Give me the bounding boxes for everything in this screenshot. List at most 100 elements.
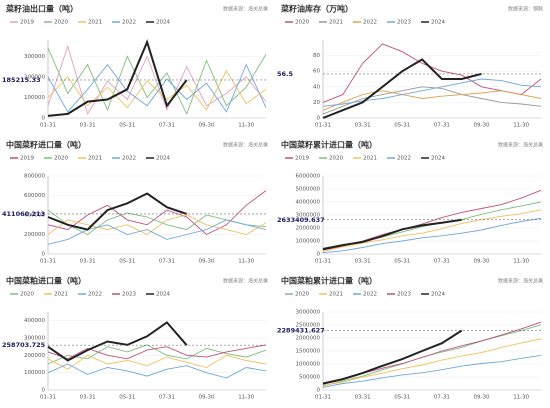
series-line bbox=[322, 43, 542, 103]
y-tick-label: 0 bbox=[42, 388, 46, 394]
x-tick-label: 07-31 bbox=[434, 123, 450, 129]
chart-panel: 中国菜粕累计进口量（吨） 数据来源：海关总署 2020 2021 2022 2023 202… bbox=[277, 276, 543, 401]
series-line bbox=[47, 39, 188, 117]
x-tick-label: 03-31 bbox=[80, 123, 96, 129]
legend-label: 2021 bbox=[363, 156, 377, 162]
y-tick-label: 3000000 bbox=[296, 213, 321, 219]
series-line bbox=[322, 78, 542, 107]
chart-title: 菜籽油库存（万吨） bbox=[280, 4, 353, 14]
x-tick-label: 11-30 bbox=[238, 259, 254, 265]
highlight-label: 2633409.637 bbox=[277, 216, 325, 224]
x-tick-label: 01-31 bbox=[40, 259, 56, 265]
x-tick-label: 07-31 bbox=[434, 395, 450, 401]
series-line bbox=[47, 214, 267, 236]
source: 数据来源：海关总署 bbox=[223, 278, 268, 285]
chart-title: 中国菜粕累计进口量（吨） bbox=[281, 276, 377, 286]
legend-label: 2019 bbox=[20, 156, 34, 162]
x-tick-label: 05-31 bbox=[119, 259, 135, 265]
legend-label: 2024 bbox=[156, 156, 170, 162]
legend-label: 2022 bbox=[122, 156, 136, 162]
series-line bbox=[322, 354, 542, 388]
legend-label: 2021 bbox=[88, 20, 102, 26]
series-line bbox=[47, 363, 267, 379]
y-tick-label: 500000 bbox=[299, 375, 320, 381]
x-tick-label: 11-30 bbox=[513, 259, 529, 265]
x-tick-label: 01-31 bbox=[40, 395, 56, 401]
y-tick-label: 3000000 bbox=[296, 310, 321, 316]
chart-title: 中国菜粕进口量（吨） bbox=[6, 276, 86, 286]
series-line bbox=[47, 63, 267, 113]
x-tick-label: 09-30 bbox=[199, 395, 215, 401]
x-tick-label: 01-31 bbox=[315, 259, 331, 265]
x-tick-label: 03-31 bbox=[355, 123, 371, 129]
y-tick-label: 400000 bbox=[24, 213, 45, 219]
legend-label: 2024 bbox=[156, 292, 170, 298]
x-tick-label: 05-31 bbox=[394, 259, 410, 265]
legend-label: 2024 bbox=[431, 20, 445, 26]
x-tick-label: 07-31 bbox=[159, 123, 175, 129]
highlight-label: 56.5 bbox=[277, 70, 294, 78]
legend-label: 2020 bbox=[20, 292, 34, 298]
x-tick-label: 09-30 bbox=[474, 259, 490, 265]
series-line bbox=[47, 344, 267, 365]
legend-label: 2022 bbox=[88, 292, 102, 298]
series-line bbox=[322, 86, 542, 115]
legend-label: 2022 bbox=[122, 20, 136, 26]
y-tick-label: 0 bbox=[317, 388, 321, 394]
y-tick-label: 300000 bbox=[24, 336, 45, 342]
legend-label: 2020 bbox=[295, 20, 309, 26]
legend-label: 2020 bbox=[54, 20, 68, 26]
legend-label: 2022 bbox=[363, 20, 377, 26]
y-tick-label: 800000 bbox=[24, 174, 45, 180]
x-tick-label: 11-30 bbox=[513, 123, 529, 129]
x-tick-label: 03-31 bbox=[80, 395, 96, 401]
legend-label: 2021 bbox=[88, 156, 102, 162]
highlight-label: 2289431.627 bbox=[277, 326, 325, 334]
chart-title: 中国菜籽累计进口量（吨） bbox=[281, 140, 377, 150]
x-tick-label: 01-31 bbox=[40, 123, 56, 129]
legend-label: 2021 bbox=[54, 292, 68, 298]
y-tick-label: 600000 bbox=[24, 193, 45, 199]
legend-label: 2020 bbox=[54, 156, 68, 162]
x-tick-label: 05-31 bbox=[394, 395, 410, 401]
series-line bbox=[47, 190, 267, 236]
y-tick-label: 200000 bbox=[24, 74, 45, 80]
chart-panel: 中国菜籽进口量（吨） 数据来源：海关总署 2019 2020 2021 2022 2024 0… bbox=[2, 140, 268, 265]
legend-label: 2021 bbox=[329, 292, 343, 298]
highlight-label: 258703.725 bbox=[2, 341, 46, 349]
source: 数据来源：海关总署 bbox=[223, 142, 268, 149]
y-tick-label: 0 bbox=[42, 252, 46, 258]
y-tick-label: 2000000 bbox=[296, 226, 321, 232]
y-tick-label: 5000000 bbox=[296, 187, 321, 193]
series-line bbox=[322, 338, 542, 386]
legend-label: 2024 bbox=[431, 156, 445, 162]
x-tick-label: 05-31 bbox=[119, 123, 135, 129]
y-tick-label: 1000000 bbox=[296, 362, 321, 368]
legend-label: 2023 bbox=[397, 292, 411, 298]
y-tick-label: 200000 bbox=[24, 353, 45, 359]
x-tick-label: 07-31 bbox=[434, 259, 450, 265]
legend-label: 2023 bbox=[397, 20, 411, 26]
series-line bbox=[322, 58, 482, 119]
y-tick-label: 2500000 bbox=[296, 323, 321, 329]
x-tick-label: 09-30 bbox=[199, 123, 215, 129]
series-line bbox=[47, 321, 188, 362]
x-tick-label: 11-30 bbox=[513, 395, 529, 401]
chart-title: 中国菜籽进口量（吨） bbox=[6, 140, 86, 150]
chart-panel: 中国菜粕进口量（吨） 数据来源：海关总署 2020 2021 2022 2023 2024 0… bbox=[2, 276, 268, 401]
y-tick-label: 100000 bbox=[24, 95, 45, 101]
series-line bbox=[322, 90, 542, 111]
y-tick-label: 80 bbox=[313, 53, 320, 59]
y-tick-label: 40 bbox=[313, 84, 320, 90]
source: 数据来源：钢联 bbox=[508, 6, 543, 13]
source: 数据来源：海关总署 bbox=[498, 142, 543, 149]
y-tick-label: 1000000 bbox=[296, 239, 321, 245]
x-tick-label: 11-30 bbox=[238, 395, 254, 401]
legend-label: 2024 bbox=[156, 20, 170, 26]
y-tick-label: 0 bbox=[317, 116, 321, 122]
legend-label: 2019 bbox=[295, 156, 309, 162]
highlight-label: 411060.213 bbox=[2, 210, 45, 218]
y-tick-label: 300000 bbox=[24, 54, 45, 60]
x-tick-label: 11-30 bbox=[238, 123, 254, 129]
